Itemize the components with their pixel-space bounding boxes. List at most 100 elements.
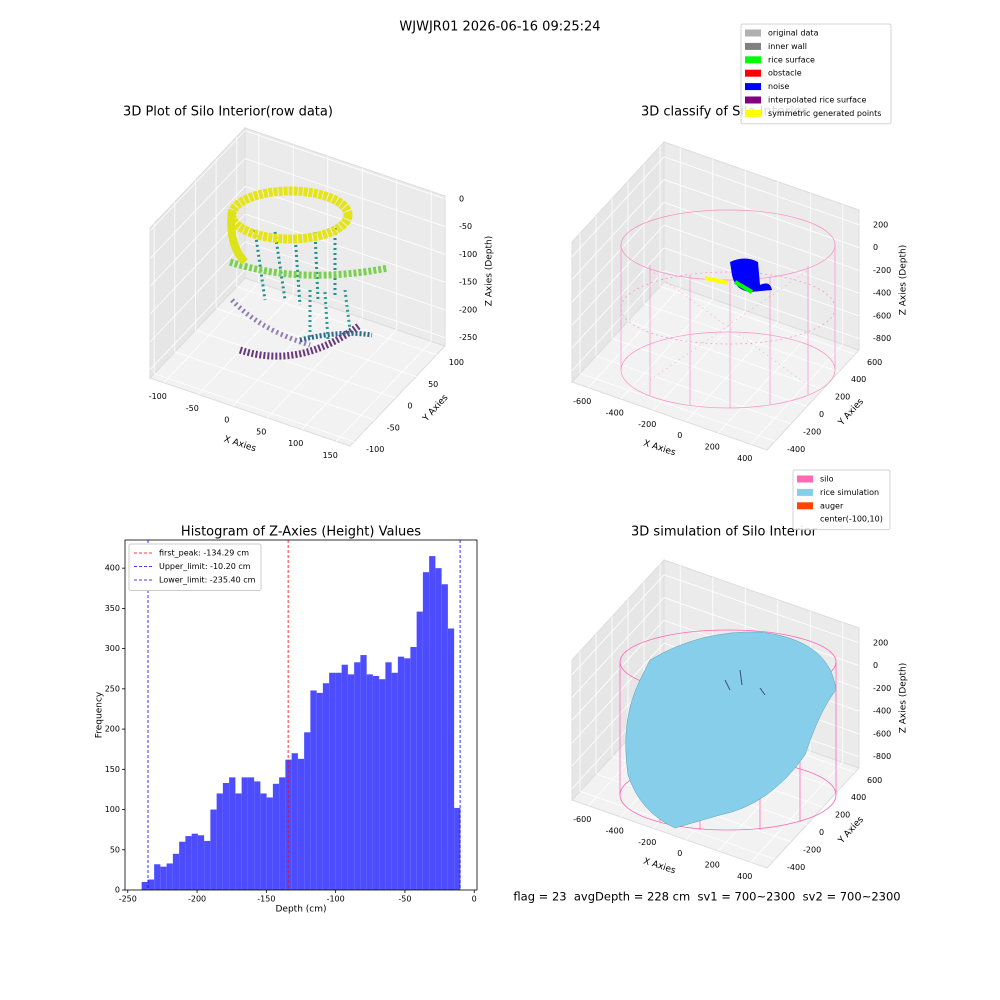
y-tick-label: 100 — [449, 358, 464, 367]
x-tick-label: 150 — [323, 451, 338, 460]
grid-line — [163, 282, 260, 383]
x-tick-label: 400 — [737, 454, 752, 463]
y-tick-label: -50 — [387, 423, 400, 432]
side-pane — [149, 126, 246, 380]
bar — [416, 611, 423, 890]
legend-swatch — [745, 69, 761, 77]
x-tick-label: 0 — [224, 416, 229, 425]
x-tick-label: -50 — [398, 895, 411, 904]
side-pane — [571, 140, 665, 384]
y-tick-label: -400 — [787, 863, 805, 872]
z-tick-label: -400 — [873, 707, 891, 716]
grid-line — [236, 286, 437, 356]
footer-text: flag = 23 avgDepth = 228 cm sv1 = 700~23… — [513, 890, 900, 904]
grid-line — [571, 642, 665, 744]
x-axis-label: X Axies — [222, 435, 257, 455]
y-tick-label: 50 — [428, 380, 438, 389]
x-tick-label: -400 — [606, 827, 624, 836]
noise-cluster — [704, 258, 772, 294]
bar — [341, 664, 348, 890]
grid-line — [215, 308, 417, 377]
legend-label: Lower_limit: -235.40 cm — [159, 576, 256, 585]
grid-line — [627, 320, 824, 390]
grid-line — [149, 269, 246, 370]
bar — [322, 683, 330, 890]
legend-swatch — [745, 96, 761, 104]
bar — [235, 793, 242, 890]
x-tick-label: 400 — [737, 872, 752, 881]
y-axis-label: Frequency — [95, 691, 105, 738]
legend-swatch — [745, 29, 761, 37]
legend-label: center(-100,10) — [820, 515, 883, 524]
x-tick-label: -200 — [188, 895, 206, 904]
bar — [222, 782, 230, 890]
bar — [347, 674, 355, 890]
grid-line — [197, 294, 294, 395]
z-tick-label: -100 — [459, 250, 477, 259]
x-tick-label: 100 — [288, 439, 303, 448]
legend-label: Upper_limit: -10.20 cm — [159, 562, 251, 571]
x-axis-label: X Axies — [642, 439, 677, 459]
z-tick-label: 0 — [459, 194, 464, 203]
grid-line — [620, 298, 714, 400]
legend-swatch — [745, 42, 761, 50]
bar — [291, 753, 298, 890]
bar — [379, 679, 386, 890]
x-tick-label: -100 — [149, 392, 167, 401]
bar — [147, 879, 155, 890]
x-tick-label: 200 — [705, 861, 720, 870]
legend-box — [128, 543, 262, 591]
bar — [360, 655, 367, 890]
z-tick-label: -200 — [873, 266, 891, 275]
point-cloud — [227, 186, 389, 360]
x-axis-label: Depth (cm) — [275, 905, 326, 915]
z-tick-label: -250 — [459, 333, 477, 342]
legend-label: auger — [820, 501, 844, 510]
bar — [329, 672, 336, 890]
x-tick-label: -200 — [638, 838, 656, 847]
grid-line — [571, 156, 665, 258]
z-tick-label: -50 — [459, 222, 472, 231]
grid-line — [663, 270, 860, 339]
legend-label: first_peak: -134.29 cm — [159, 549, 249, 558]
grid-line — [149, 158, 246, 259]
grid-line — [643, 303, 840, 373]
legend-swatch — [745, 83, 761, 91]
z-axis-label: Z Axies (Depth) — [899, 663, 909, 734]
bar — [241, 777, 248, 890]
bar — [154, 864, 161, 890]
y-tick-label: 350 — [105, 604, 120, 613]
z-tick-label: 0 — [873, 243, 878, 252]
grid-line — [149, 241, 246, 343]
y-tick-label: 250 — [105, 684, 120, 693]
bar — [297, 758, 305, 890]
bar — [191, 833, 198, 890]
bar — [216, 793, 223, 890]
bar — [397, 656, 405, 890]
legend-label: rice simulation — [820, 488, 879, 497]
legend-label: interpolated rice surface — [768, 96, 866, 105]
y-tick-label: -400 — [787, 445, 805, 454]
z-tick-label: -600 — [873, 729, 891, 738]
z-tick-label: 200 — [873, 638, 888, 647]
y-tick-label: -200 — [803, 427, 821, 436]
bar — [204, 840, 211, 890]
legend-box — [792, 469, 891, 531]
legend-swatch — [797, 488, 813, 496]
bar — [441, 584, 448, 890]
z-axis-label: Z Axies (Depth) — [899, 245, 909, 316]
grid-line — [571, 224, 665, 326]
grid-line — [571, 574, 665, 676]
grid-line — [244, 213, 446, 283]
grid-line — [244, 158, 446, 227]
z-axis-label: Z Axies (Depth) — [485, 236, 495, 307]
legend-swatch — [797, 475, 813, 483]
silo-wireframe — [620, 209, 836, 409]
grid-line — [595, 355, 792, 425]
y-tick-label: 400 — [851, 793, 866, 802]
legend-box — [740, 23, 892, 125]
x-tick-label: -600 — [573, 397, 591, 406]
x-tick-label: 50 — [256, 427, 266, 436]
